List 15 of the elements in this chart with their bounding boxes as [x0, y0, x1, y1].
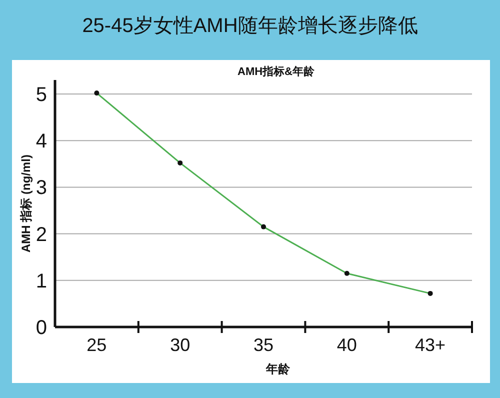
x-tick-label: 35	[253, 335, 274, 355]
y-tick-label: 3	[36, 177, 47, 200]
x-tick-label: 43+	[415, 335, 446, 355]
y-tick-label: 4	[36, 130, 47, 153]
x-tick-label: 30	[170, 335, 190, 355]
y-tick-label: 2	[36, 224, 47, 246]
chart-subtitle: AMH指标&年龄	[238, 65, 316, 78]
x-tick-label: 40	[336, 335, 357, 355]
y-tick-label: 1	[36, 270, 47, 292]
y-axis-title: AMH 指标 (ng/ml)	[19, 154, 33, 252]
x-tick-label: 25	[86, 335, 107, 355]
y-tick-label: 5	[36, 84, 47, 106]
y-tick-label: 0	[36, 317, 47, 339]
chart-title: 25-45岁女性AMH随年龄增长逐步降低	[82, 15, 418, 37]
x-axis-title: 年龄	[265, 362, 291, 376]
